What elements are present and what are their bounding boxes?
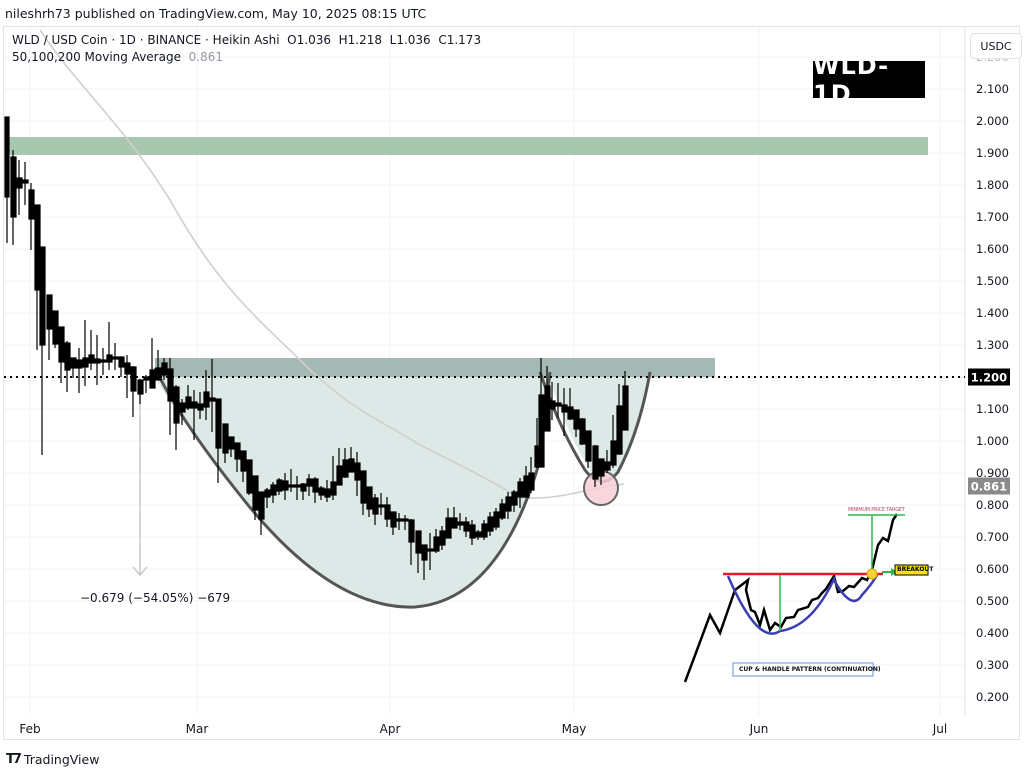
time-label: Apr bbox=[379, 722, 401, 736]
currency-button[interactable]: USDC bbox=[970, 33, 1022, 59]
price-label: 0.600 bbox=[976, 562, 1009, 576]
ohlc-open: O1.036 bbox=[287, 33, 331, 47]
tradingview-logo-icon: T7 bbox=[6, 752, 22, 767]
inset-target-label: MINIMUM PRICE TARGET bbox=[848, 507, 905, 513]
price-label: 2.000 bbox=[976, 114, 1009, 128]
price-label: 0.400 bbox=[976, 626, 1009, 640]
price-label: 0.800 bbox=[976, 498, 1009, 512]
brand-name: TradingView bbox=[23, 752, 100, 767]
inset-breakout-label: BREAKOUT bbox=[897, 566, 934, 573]
price-label: 0.700 bbox=[976, 530, 1009, 544]
ohlc-close: C1.173 bbox=[438, 33, 482, 47]
price-label: 1.600 bbox=[976, 242, 1009, 256]
price-label: 0.900 bbox=[976, 466, 1009, 480]
price-label: 1.100 bbox=[976, 402, 1009, 416]
cup-handle-illustration bbox=[683, 513, 929, 683]
arrow-down-icon bbox=[132, 566, 148, 577]
price-label: 1.000 bbox=[976, 434, 1009, 448]
neckline-zone[interactable] bbox=[155, 358, 715, 377]
ma-value: 0.861 bbox=[188, 50, 223, 64]
symbol-badge: WLD-1D bbox=[813, 52, 925, 108]
publish-info: nileshrh73 published on TradingView.com,… bbox=[5, 6, 427, 21]
ma-label[interactable]: 50,100,200 Moving Average bbox=[12, 50, 181, 64]
price-label: 0.200 bbox=[976, 690, 1009, 704]
price-label: 0.300 bbox=[976, 658, 1009, 672]
ma-price-tag: 0.861 bbox=[968, 477, 1010, 495]
chart-legend: WLD / USD Coin · 1D · BINANCE · Heikin A… bbox=[12, 32, 481, 66]
chart-frame bbox=[3, 26, 1020, 740]
symbol-line: WLD / USD Coin · 1D · BINANCE · Heikin A… bbox=[12, 32, 481, 49]
ohlc-high: H1.218 bbox=[338, 33, 383, 47]
measure-label: −0.679 (−54.05%) −679 bbox=[80, 591, 231, 605]
time-label: Feb bbox=[19, 722, 41, 736]
ma-line: 50,100,200 Moving Average 0.861 bbox=[12, 49, 481, 66]
resistance-zone[interactable] bbox=[6, 137, 928, 155]
price-label: 1.900 bbox=[976, 146, 1009, 160]
symbol-info: WLD / USD Coin · 1D · BINANCE · Heikin A… bbox=[12, 33, 280, 47]
time-label: Jul bbox=[932, 722, 948, 736]
price-label: 2.100 bbox=[976, 82, 1009, 96]
candles bbox=[4, 116, 629, 580]
current-price-tag: 1.200 bbox=[968, 368, 1010, 386]
cup-fill bbox=[155, 358, 548, 608]
time-label: Jun bbox=[749, 722, 769, 736]
price-label: 1.700 bbox=[976, 210, 1009, 224]
price-label: 1.500 bbox=[976, 274, 1009, 288]
ohlc-low: L1.036 bbox=[389, 33, 431, 47]
time-label: May bbox=[561, 722, 587, 736]
price-label: 1.400 bbox=[976, 306, 1009, 320]
time-label: Mar bbox=[185, 722, 209, 736]
price-label: 1.800 bbox=[976, 178, 1009, 192]
tradingview-logo[interactable]: T7 TradingView bbox=[6, 752, 99, 767]
price-label: 1.300 bbox=[976, 338, 1009, 352]
arrow-left-icon bbox=[882, 568, 897, 576]
price-label: 0.500 bbox=[976, 594, 1009, 608]
inset-title: CUP & HANDLE PATTERN (CONTINUATION) bbox=[739, 666, 881, 673]
